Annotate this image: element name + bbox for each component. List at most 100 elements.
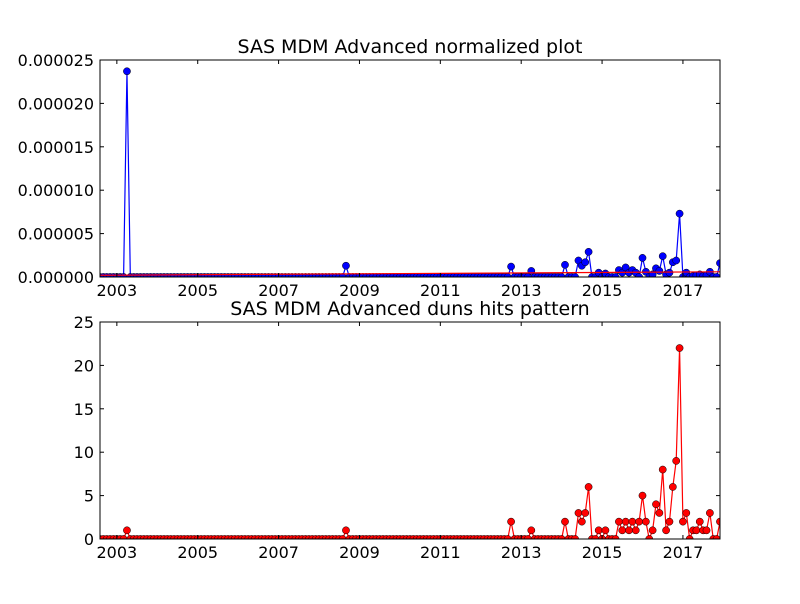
data-point (615, 517, 623, 526)
data-point (642, 517, 650, 526)
data-point (635, 517, 643, 526)
x-tick-label: 2017 (663, 543, 704, 562)
data-point (574, 509, 583, 517)
data-point (527, 526, 536, 535)
data-point (695, 517, 704, 526)
data-point (668, 483, 677, 491)
series-line-1 (100, 348, 720, 539)
y-tick-label: 0.000010 (18, 181, 94, 200)
data-point (524, 535, 532, 539)
data-point (682, 509, 691, 517)
data-point (584, 247, 593, 256)
data-point (716, 517, 720, 526)
data-point (631, 526, 640, 535)
data-point (658, 465, 667, 474)
data-point (557, 535, 566, 539)
x-tick-label: 2011 (420, 281, 461, 300)
data-point (662, 526, 670, 535)
data-point (625, 526, 633, 535)
y-tick-label: 0 (84, 530, 94, 549)
data-point (507, 517, 515, 526)
x-tick-label: 2015 (582, 543, 623, 562)
data-point (338, 535, 347, 539)
data-point (578, 517, 586, 526)
axes-frame (99, 59, 721, 278)
data-point (685, 535, 694, 539)
data-point (675, 209, 684, 218)
y-tick-label: 0.000015 (18, 138, 94, 157)
x-tick-label: 2013 (501, 281, 542, 300)
data-point (581, 509, 590, 517)
data-point (652, 500, 660, 509)
y-tick-label: 20 (74, 356, 94, 375)
data-point (675, 344, 684, 352)
plot-area (100, 322, 720, 539)
y-tick-label: 0.000020 (18, 94, 94, 113)
data-point (716, 259, 720, 267)
data-point (561, 517, 569, 526)
y-tick-label: 10 (74, 443, 94, 462)
data-point (655, 267, 664, 275)
data-point (621, 517, 630, 526)
data-point (645, 535, 654, 539)
data-point (679, 517, 687, 526)
x-tick-label: 2009 (339, 543, 380, 562)
chart-title: SAS MDM Advanced duns hits pattern (230, 298, 589, 320)
x-tick-label: 2005 (177, 543, 218, 562)
data-point (655, 509, 664, 517)
x-tick-label: 2015 (582, 281, 623, 300)
x-tick-label: 2007 (258, 281, 299, 300)
data-point (503, 535, 512, 539)
x-tick-label: 2003 (96, 281, 137, 300)
data-point (561, 261, 569, 269)
plot-area (100, 60, 720, 277)
data-point (618, 526, 627, 535)
data-point (672, 457, 681, 465)
data-point (507, 262, 515, 271)
x-tick-label: 2003 (96, 543, 137, 562)
x-tick-label: 2007 (258, 543, 299, 562)
x-tick-label: 2011 (420, 543, 461, 562)
series-line-2 (100, 271, 720, 276)
data-point (581, 258, 590, 267)
data-point (342, 261, 350, 270)
y-tick-label: 15 (74, 400, 94, 419)
data-point (706, 509, 714, 517)
data-point (571, 535, 579, 539)
data-point (702, 526, 711, 535)
chart-title: SAS MDM Advanced normalized plot (238, 36, 583, 58)
data-point (648, 526, 657, 535)
data-point (123, 526, 131, 535)
data-point (638, 254, 647, 262)
data-point (119, 535, 128, 539)
data-point (638, 491, 647, 500)
data-point (672, 256, 681, 265)
x-tick-label: 2009 (339, 281, 380, 300)
y-tick-label: 0.000000 (18, 268, 94, 287)
subplot-2: 2003 2005 2007 2009 2011 2013 2015 2017 0 5 10 15 20… (74, 298, 721, 562)
data-point (658, 252, 667, 261)
data-point (584, 483, 593, 491)
data-point (692, 526, 701, 535)
axes-frame (99, 321, 721, 540)
data-point (123, 67, 131, 76)
data-point (665, 517, 674, 526)
series-group (100, 344, 720, 539)
x-tick-label: 2017 (663, 281, 704, 300)
data-point (591, 535, 600, 539)
x-tick-label: 2005 (177, 281, 218, 300)
data-point (342, 526, 350, 535)
y-tick-label: 5 (84, 487, 94, 506)
data-point (611, 535, 620, 539)
data-point (628, 517, 637, 526)
y-tick-label: 0.000005 (18, 225, 94, 244)
y-tick-label: 25 (74, 313, 94, 332)
data-point (594, 526, 603, 535)
x-tick-label: 2013 (501, 543, 542, 562)
data-point (601, 526, 610, 535)
subplot-1: 2003 2005 2007 2009 2011 2013 2015 2017 0.000000… (18, 36, 721, 300)
y-tick-label: 0.000025 (18, 51, 94, 70)
data-point (712, 535, 720, 539)
